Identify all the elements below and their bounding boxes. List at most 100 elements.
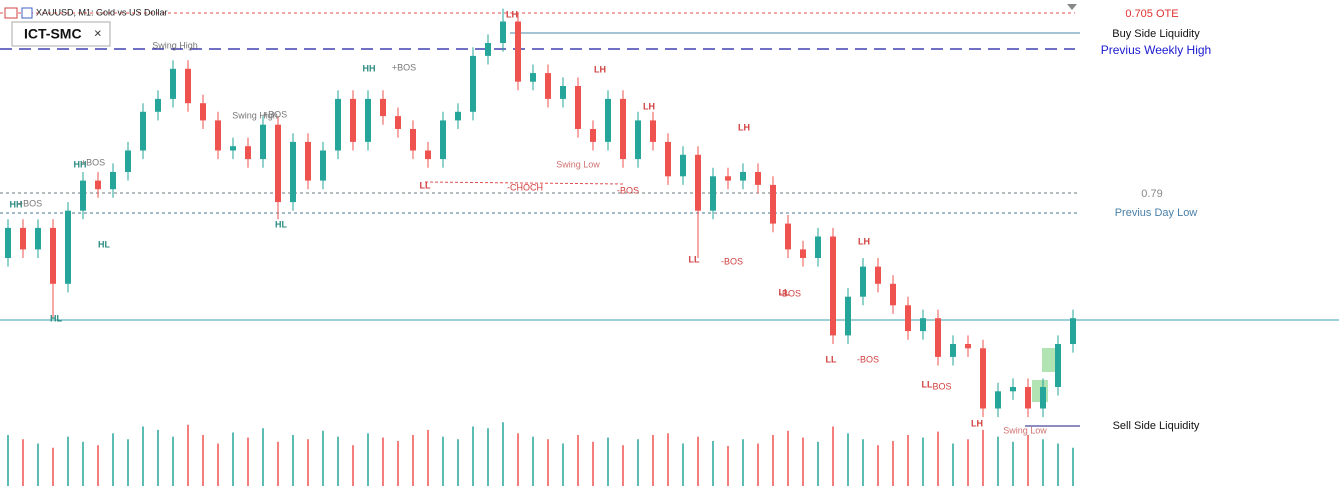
candle-body <box>200 103 206 121</box>
annotation: LL <box>779 287 790 297</box>
candle-body <box>335 98 341 151</box>
candle-body <box>140 111 146 151</box>
candle-body <box>155 98 161 112</box>
candle-body <box>740 172 746 181</box>
level-label: Previus Day Low <box>1115 207 1198 219</box>
choch-line <box>424 181 626 185</box>
candle-body <box>605 98 611 142</box>
candle-body <box>455 111 461 121</box>
candle-body <box>860 266 866 297</box>
candle-body <box>515 21 521 82</box>
annotation: -BOS <box>721 256 743 266</box>
candle-body <box>320 150 326 181</box>
candle-body <box>125 150 131 172</box>
annotation: -BOS <box>857 354 879 364</box>
annotation: +BOS <box>263 109 287 119</box>
candle-body <box>680 154 686 177</box>
candle-body <box>545 73 551 99</box>
candle-body <box>770 184 776 224</box>
candle-body <box>440 120 446 160</box>
candle-body <box>1040 387 1046 409</box>
candle-body <box>800 249 806 258</box>
scroll-marker <box>1067 4 1077 10</box>
candle-body <box>230 146 236 151</box>
candle-body <box>350 98 356 142</box>
annotation: +BOS <box>18 198 42 208</box>
candle-body <box>635 120 641 160</box>
candle-body <box>500 21 506 43</box>
candle-body <box>80 180 86 211</box>
level-label: Sell Side Liquidity <box>1113 420 1200 432</box>
indicator-name: ICT-SMC <box>24 26 82 42</box>
level-label: Previus Weekly High <box>1101 43 1211 57</box>
candle-body <box>1055 344 1061 387</box>
indicator-box[interactable] <box>11 21 111 47</box>
candle-body <box>695 154 701 211</box>
candle-body <box>650 120 656 142</box>
level-label: 0.705 OTE <box>1125 8 1178 20</box>
candle-body <box>485 43 491 56</box>
annotation: Swing Low <box>556 159 600 169</box>
annotation: -BOS <box>779 288 801 298</box>
candle-body <box>905 305 911 332</box>
candle-body <box>380 98 386 117</box>
annotation: Swing High <box>232 110 278 120</box>
candle-body <box>575 86 581 129</box>
candle-body <box>530 73 536 82</box>
candle-body <box>215 120 221 151</box>
candle-body <box>815 236 821 258</box>
annotation: Swing High <box>152 40 198 50</box>
candle-body <box>920 318 926 332</box>
annotation: LH <box>971 418 983 428</box>
candle-body <box>365 98 371 142</box>
candle-body <box>395 116 401 129</box>
annotation: -CHOCH <box>507 182 543 192</box>
candle-body <box>110 172 116 190</box>
candle-body <box>875 266 881 284</box>
annotation: LH <box>858 236 870 246</box>
annotation: LL <box>922 379 933 389</box>
candle-body <box>410 129 416 151</box>
symbol-title: XAUUSD, M1: Gold vs US Dollar <box>36 7 168 17</box>
candle-body <box>590 129 596 142</box>
level-label: 0.79 <box>1141 188 1162 200</box>
candle-body <box>20 227 26 250</box>
candle-body <box>305 141 311 181</box>
candle-body <box>35 227 41 250</box>
annotation: Swing Low <box>1003 425 1047 435</box>
candle-body <box>830 236 836 336</box>
close-button[interactable]: × <box>94 25 102 40</box>
candle-body <box>620 98 626 160</box>
annotation: HH <box>363 63 376 73</box>
candle-body <box>965 344 971 349</box>
candle-body <box>50 227 56 284</box>
candle-body <box>65 210 71 284</box>
annotation: LH <box>506 9 518 19</box>
candle-body <box>170 68 176 99</box>
candle-body <box>725 176 731 181</box>
candle-body <box>260 124 266 160</box>
annotation: +BOS <box>81 157 105 167</box>
candle-body <box>755 172 761 185</box>
annotation: HL <box>50 313 62 323</box>
annotation: LL <box>689 254 700 264</box>
candle-body <box>710 176 716 211</box>
candle-body <box>1025 387 1031 409</box>
candle-body <box>890 283 896 306</box>
annotation: LL <box>826 354 837 364</box>
candle-body <box>5 227 11 258</box>
annotation: -BOS <box>617 185 639 195</box>
candle-body <box>1010 387 1016 392</box>
candle-body <box>470 55 476 112</box>
candle-body <box>785 223 791 250</box>
annotation: LH <box>738 122 750 132</box>
candle-body <box>185 68 191 104</box>
candle-body <box>95 180 101 190</box>
candle-body <box>1070 318 1076 344</box>
annotation: +BOS <box>392 62 416 72</box>
annotation: HL <box>98 239 110 249</box>
level-label: Buy Side Liquidity <box>1112 28 1200 40</box>
annotation: BOS <box>932 381 951 391</box>
